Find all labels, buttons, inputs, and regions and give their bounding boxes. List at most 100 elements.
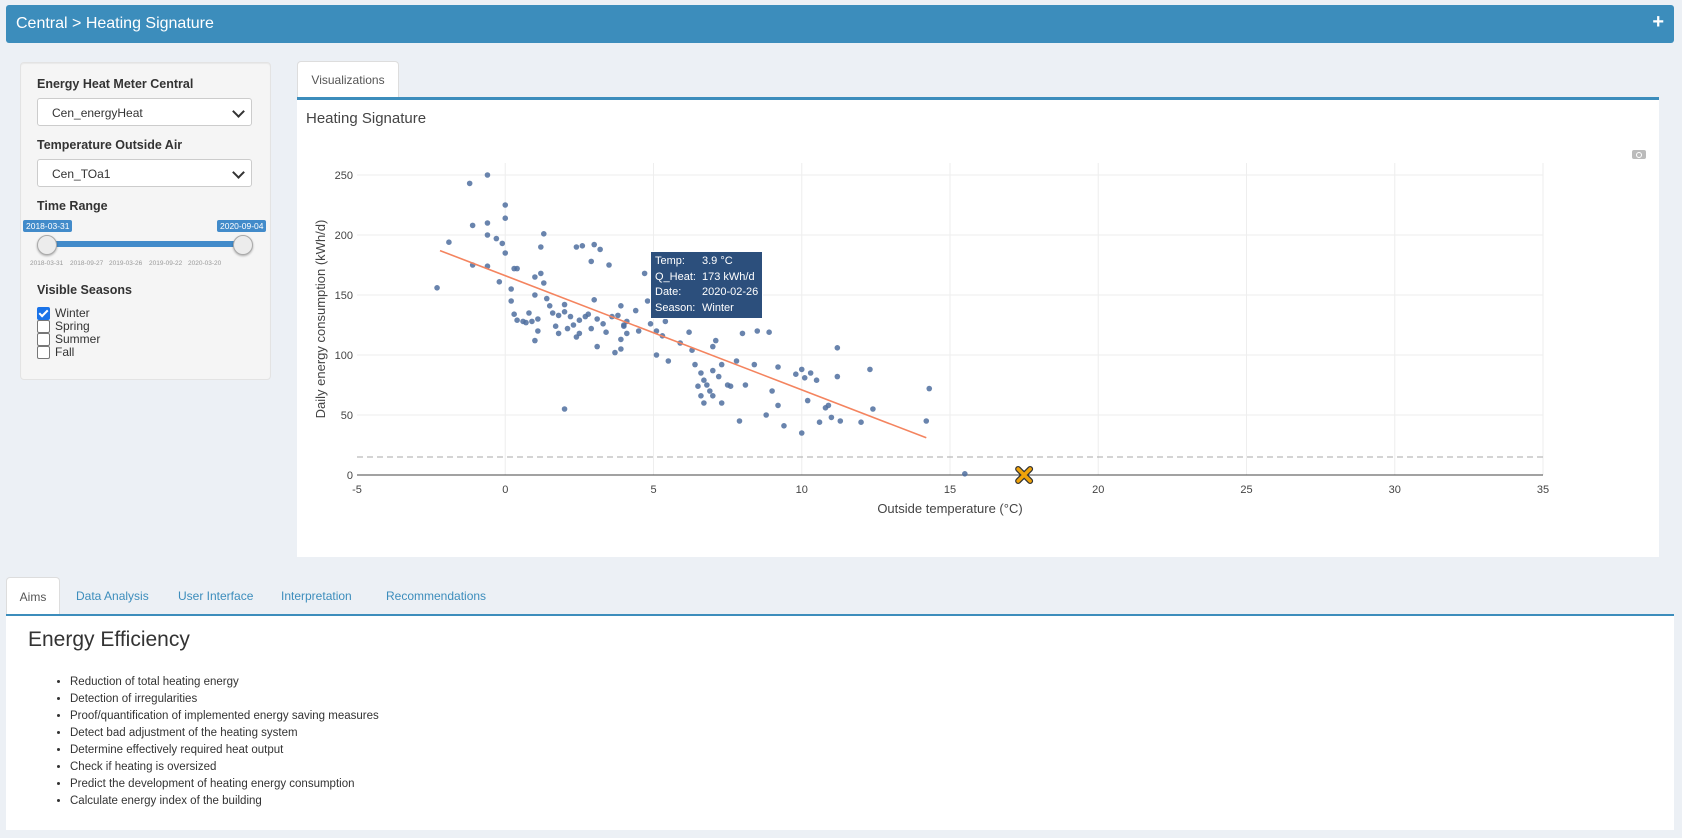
- tooltip-value: 173 kWh/d: [702, 270, 755, 283]
- tab-recommendations[interactable]: Recommendations: [386, 589, 487, 603]
- x-tick-label: 15: [944, 484, 956, 496]
- range-tick-label: 2019-03-26: [109, 260, 143, 267]
- data-point: [781, 423, 787, 429]
- tooltip-key: Season:: [655, 301, 696, 314]
- data-point: [837, 418, 844, 424]
- expand-plus-icon[interactable]: +: [1652, 11, 1664, 33]
- data-point: [962, 471, 968, 477]
- data-point: [502, 202, 509, 208]
- data-point: [573, 244, 580, 250]
- y-tick-label: 200: [335, 230, 353, 242]
- spring-checkbox[interactable]: [37, 320, 50, 333]
- data-point: [834, 373, 841, 380]
- temperature-select[interactable]: Cen_TOa1: [37, 159, 252, 187]
- data-point: [867, 366, 873, 373]
- aims-list-item: Proof/quantification of implemented ener…: [70, 708, 379, 725]
- data-point: [606, 262, 612, 268]
- tab-visualizations[interactable]: Visualizations: [297, 61, 399, 99]
- meter-select-value: Cen_energyHeat: [52, 106, 143, 120]
- data-point: [579, 243, 586, 249]
- range-from-handle[interactable]: [37, 235, 57, 255]
- meter-label: Energy Heat Meter Central: [37, 77, 194, 91]
- fall-checkbox[interactable]: [37, 346, 50, 359]
- time-range-slider[interactable]: [46, 241, 246, 247]
- data-point: [514, 317, 520, 323]
- data-point: [624, 330, 630, 337]
- chevron-down-icon: [232, 105, 245, 118]
- data-point: [540, 280, 547, 286]
- winter-checkbox[interactable]: [37, 307, 50, 320]
- aims-list: Reduction of total heating energy Detect…: [28, 674, 379, 810]
- data-point: [594, 316, 600, 322]
- heating-signature-chart[interactable]: -5 0 5 10 15 20 25 30 35 0 50 100 150 200 250 Outside t…: [297, 100, 1659, 557]
- data-point: [600, 321, 606, 327]
- data-point: [695, 383, 701, 390]
- aims-heading: Energy Efficiency: [28, 628, 190, 651]
- tab-interpretation[interactable]: Interpretation: [281, 589, 352, 603]
- data-point: [686, 329, 692, 335]
- data-point: [816, 419, 823, 426]
- data-point: [576, 330, 583, 337]
- data-point: [834, 345, 841, 351]
- data-point: [727, 383, 734, 390]
- data-point: [594, 343, 600, 350]
- tab-data-analysis[interactable]: Data Analysis: [76, 589, 149, 603]
- data-point: [508, 286, 514, 292]
- data-point: [603, 329, 609, 335]
- regression-line: [439, 249, 927, 439]
- x-tick-label: 0: [502, 484, 508, 496]
- range-tick-label: 2018-03-31: [30, 260, 64, 267]
- range-to-handle[interactable]: [233, 235, 253, 255]
- data-point: [469, 222, 476, 229]
- data-point: [511, 311, 517, 317]
- data-point: [775, 402, 781, 409]
- control-panel: Energy Heat Meter Central Cen_energyHeat…: [20, 62, 271, 380]
- aims-list-item: Reduction of total heating energy: [70, 674, 379, 691]
- data-point: [712, 337, 719, 344]
- data-point: [570, 322, 577, 328]
- aims-list-item: Detection of irregularities: [70, 691, 379, 708]
- data-point: [588, 325, 595, 332]
- plot-title: Heating Signature: [306, 110, 427, 127]
- x-tick-label: 20: [1092, 484, 1104, 496]
- data-point: [549, 310, 556, 316]
- data-point: [701, 377, 707, 384]
- data-point: [523, 319, 529, 326]
- y-tick-label: 250: [335, 170, 353, 182]
- tooltip-key: Q_Heat:: [655, 270, 696, 283]
- aims-list-item: Check if heating is oversized: [70, 759, 379, 776]
- data-point: [825, 402, 832, 409]
- data-point: [538, 244, 544, 250]
- data-point: [926, 385, 933, 392]
- data-point: [715, 373, 722, 380]
- heating-limit-marker: [1016, 467, 1032, 483]
- summer-checkbox[interactable]: [37, 333, 50, 346]
- data-point: [766, 329, 772, 335]
- x-tick-label: 10: [796, 484, 808, 496]
- tooltip-value: 2020-02-26: [702, 286, 759, 298]
- data-point: [647, 321, 654, 327]
- camera-icon[interactable]: [1632, 150, 1646, 159]
- data-point: [499, 240, 506, 247]
- data-point: [561, 309, 568, 315]
- data-point: [591, 241, 597, 248]
- tab-user-interface[interactable]: User Interface: [178, 589, 254, 603]
- data-point: [555, 312, 562, 319]
- data-point: [564, 325, 571, 332]
- tab-aims[interactable]: Aims: [6, 577, 60, 616]
- data-point: [591, 297, 597, 303]
- data-point: [496, 279, 503, 285]
- data-point: [618, 346, 624, 352]
- data-point: [540, 231, 547, 237]
- data-point: [588, 258, 595, 265]
- data-point: [733, 358, 740, 364]
- x-tick-label: 5: [650, 484, 656, 496]
- data-point: [751, 361, 758, 368]
- data-point: [710, 393, 716, 399]
- data-point: [692, 361, 698, 368]
- range-tick-label: 2019-09-22: [149, 260, 183, 267]
- meter-select[interactable]: Cen_energyHeat: [37, 98, 252, 126]
- data-point: [653, 328, 660, 334]
- data-point: [769, 388, 775, 394]
- tooltip-key: Date:: [655, 286, 682, 298]
